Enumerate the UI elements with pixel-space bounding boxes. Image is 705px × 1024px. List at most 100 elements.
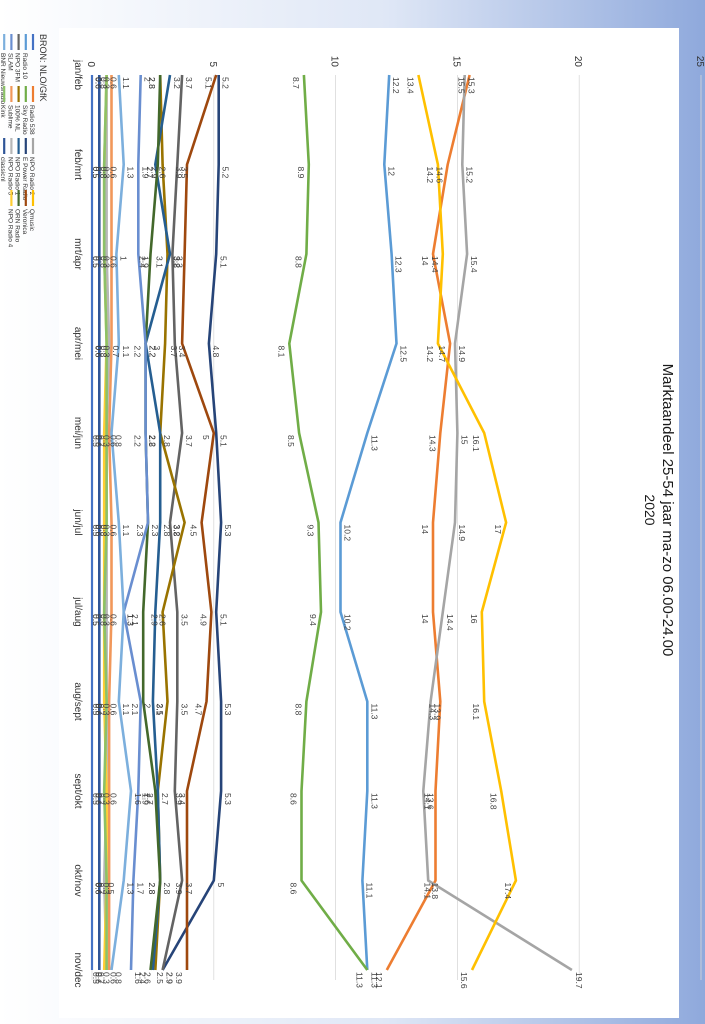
data-label: 2.5 — [155, 704, 165, 716]
data-label: 4.8 — [211, 346, 221, 358]
data-label: 0.6 — [109, 614, 119, 626]
data-label: 3.2 — [172, 77, 182, 89]
data-label: 3.7 — [169, 346, 179, 358]
data-label: 0.8 — [98, 256, 108, 268]
data-label: 0.8 — [113, 435, 123, 447]
data-label: 2.2 — [148, 435, 158, 447]
data-label: 17.4 — [503, 883, 513, 900]
data-label: 0.5 — [91, 793, 101, 805]
data-label: 0.6 — [109, 435, 119, 447]
data-label: 1.3 — [126, 614, 136, 626]
data-label: 5.3 — [223, 525, 233, 537]
data-label: 14.3 — [427, 435, 437, 452]
data-label: 8.1 — [276, 346, 286, 358]
data-label: 4.7 — [193, 704, 203, 716]
data-label: 12.3 — [394, 256, 404, 273]
data-label: 2.2 — [148, 346, 158, 358]
data-label: 3.8 — [172, 525, 182, 537]
data-label: 2.3 — [135, 525, 145, 537]
data-label: 8.6 — [288, 883, 298, 895]
data-label: 0.6 — [109, 972, 119, 984]
data-label: 9.4 — [308, 614, 318, 626]
data-label: 3.9 — [174, 793, 184, 805]
data-label: 2.8 — [162, 435, 172, 447]
legend-label: classicnl — [0, 157, 6, 182]
data-label: 15.2 — [464, 167, 474, 184]
chart-subtitle: 2020 — [642, 494, 658, 525]
data-label: 0.3 — [101, 256, 111, 268]
data-label: 1.3 — [126, 883, 136, 895]
data-label: 11.3 — [369, 704, 379, 720]
data-label: 19.7 — [574, 972, 584, 989]
data-label: 0.3 — [101, 704, 111, 716]
data-label: 0.5 — [91, 704, 101, 716]
x-tick-label: aug/sept — [72, 682, 83, 721]
data-label: 5.2 — [221, 77, 231, 89]
data-labels: 0000000000015.514.61414.714.3141414.314.… — [91, 77, 584, 989]
data-label: 14.2 — [425, 167, 435, 184]
x-tick-label: apr/mei — [72, 327, 83, 360]
data-label: 11.1 — [364, 883, 374, 899]
data-label: 5.3 — [223, 793, 233, 805]
data-label: 2.3 — [150, 525, 160, 537]
data-label: 0.3 — [101, 346, 111, 358]
data-label: 8.8 — [293, 704, 303, 716]
x-tick-label: nov/dec — [72, 952, 83, 987]
data-label: 14.4 — [445, 614, 455, 631]
data-label: 1.6 — [133, 793, 143, 805]
data-label: 2.9 — [150, 614, 160, 626]
data-label: 10.2 — [342, 525, 352, 542]
data-label: 3.7 — [184, 435, 194, 447]
data-label: 0.6 — [109, 525, 119, 537]
data-label: 0.8 — [98, 77, 108, 89]
y-tick-label: 15 — [450, 56, 461, 68]
data-label: 0 — [94, 525, 104, 530]
data-label: 8.6 — [288, 793, 298, 805]
y-tick-label: 20 — [572, 56, 583, 68]
data-label: 14.7 — [437, 346, 447, 363]
data-label: 5.1 — [218, 256, 228, 268]
data-label: 2.9 — [165, 972, 175, 984]
data-label: 0 — [94, 167, 104, 172]
data-label: 2 — [143, 77, 153, 82]
data-label: 12.2 — [391, 77, 401, 94]
chart-title: Marktaandeel 25-54 jaar ma-zo 06.00-24.0… — [659, 364, 676, 657]
series-line — [161, 75, 223, 971]
data-label: 12 — [386, 167, 396, 177]
data-label: 2.8 — [162, 883, 172, 895]
legend-label: Sublime — [6, 105, 13, 129]
data-label: 0.5 — [91, 614, 101, 626]
data-label: 0.6 — [94, 704, 104, 716]
legend-label: Veronica — [21, 209, 28, 235]
data-label: 0.6 — [94, 346, 104, 358]
series-line — [421, 74, 573, 972]
series-line — [180, 74, 218, 970]
data-label: 0.6 — [94, 435, 104, 447]
series-line — [122, 74, 150, 971]
data-label: 5.2 — [221, 167, 231, 179]
x-tick-label: mrt/apr — [72, 238, 83, 270]
data-label: 0 — [94, 346, 104, 351]
data-label: 2.2 — [133, 435, 143, 447]
data-label: 2.7 — [160, 793, 170, 805]
data-label: 3.1 — [155, 256, 165, 268]
y-tick-label: 0 — [85, 61, 96, 67]
data-label: 5 — [216, 883, 226, 888]
data-label: 1.9 — [140, 793, 150, 805]
data-label: 0.7 — [96, 793, 106, 805]
data-label: 3.1 — [155, 704, 165, 716]
data-label: 0.6 — [94, 793, 104, 805]
data-label: 0.6 — [94, 972, 104, 984]
x-tick-label: mei/jun — [72, 417, 83, 449]
legend-label: SLAM — [6, 53, 13, 71]
data-label: 16.1 — [471, 435, 481, 452]
data-label: 3.3 — [174, 256, 184, 268]
data-label: 14.9 — [457, 525, 467, 542]
series-line — [110, 74, 133, 971]
data-label: 0.3 — [101, 614, 111, 626]
data-label: 0 — [94, 435, 104, 440]
data-label: 3.2 — [172, 525, 182, 537]
data-label: 0.3 — [101, 435, 111, 447]
